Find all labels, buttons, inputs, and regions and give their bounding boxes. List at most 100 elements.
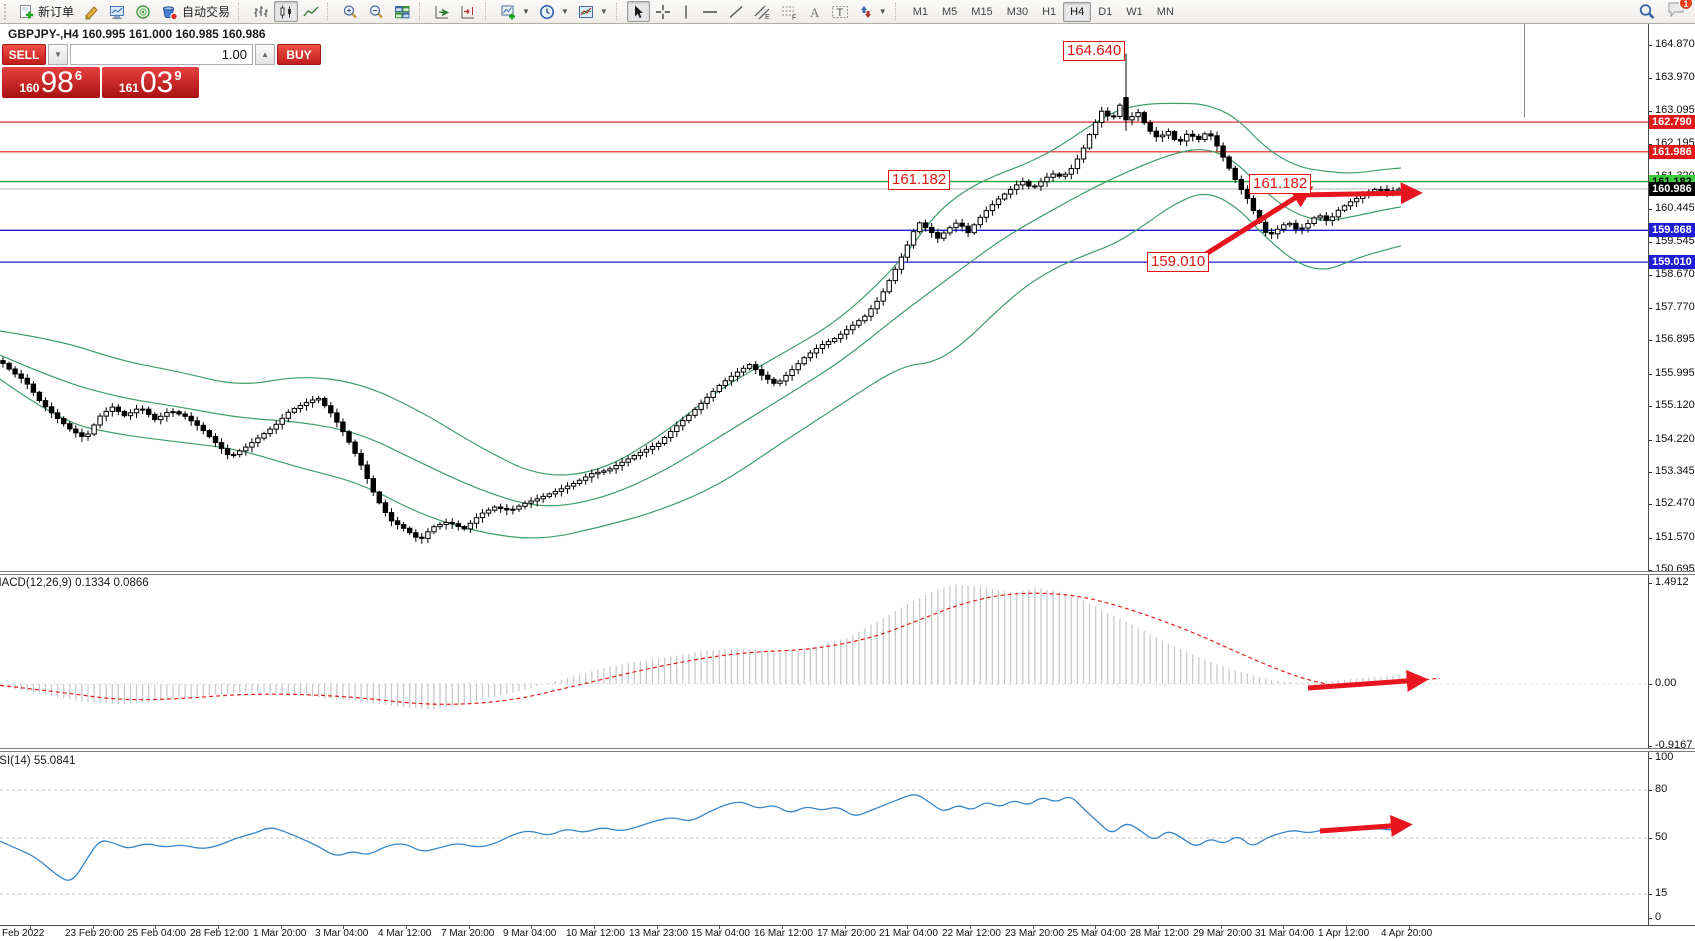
price-tick-dash bbox=[1648, 570, 1652, 571]
chisel-tool-button[interactable] bbox=[79, 1, 104, 22]
notifications-button[interactable]: 1 bbox=[1666, 0, 1693, 23]
cursor-button[interactable] bbox=[626, 1, 650, 22]
buy-price-display[interactable]: 161 03 9 bbox=[101, 67, 199, 98]
timeframe-m15[interactable]: M15 bbox=[964, 2, 999, 22]
vertical-line-button[interactable] bbox=[676, 1, 696, 22]
time-axis-tick bbox=[406, 925, 407, 929]
tile-windows-button[interactable] bbox=[390, 1, 415, 22]
time-axis-tick bbox=[1095, 925, 1096, 929]
pane-separator[interactable] bbox=[0, 571, 1695, 575]
price-badge: 162.790 bbox=[1649, 115, 1695, 129]
period-clock-button[interactable]: ▼ bbox=[535, 1, 573, 22]
timeframe-m5[interactable]: M5 bbox=[935, 2, 964, 22]
time-axis-label: 1 Apr 12:00 bbox=[1318, 928, 1370, 939]
new-order-button[interactable]: 新订单 bbox=[14, 1, 78, 22]
market-watch-button[interactable] bbox=[105, 1, 130, 22]
price-tick-dash bbox=[1648, 209, 1652, 210]
time-axis-tick bbox=[30, 925, 31, 929]
toolbar-separator bbox=[485, 2, 492, 21]
fibonacci-icon: F bbox=[781, 6, 796, 20]
price-callout-label[interactable]: 161.182 bbox=[1249, 174, 1312, 194]
time-axis-label: 23 Feb 20:00 bbox=[65, 928, 124, 939]
rsi-indicator-label: RSI(14) 55.0841 bbox=[0, 755, 76, 767]
timeframe-w1[interactable]: W1 bbox=[1119, 2, 1150, 22]
autotrade-icon bbox=[162, 5, 178, 20]
macd-pane[interactable] bbox=[0, 576, 1649, 748]
bar-chart-button[interactable] bbox=[249, 1, 273, 22]
timeframe-h1[interactable]: H1 bbox=[1035, 2, 1063, 22]
pane-separator[interactable] bbox=[0, 748, 1695, 752]
price-tick-dash bbox=[1648, 340, 1652, 341]
zoom-out-button[interactable] bbox=[364, 1, 389, 22]
radar-icon bbox=[136, 4, 150, 19]
sell-button[interactable]: SELL bbox=[2, 44, 46, 65]
vertical-line-icon bbox=[685, 5, 687, 18]
auto-scroll-button[interactable] bbox=[430, 1, 455, 22]
sell-price-display[interactable]: 160 98 6 bbox=[2, 67, 100, 98]
signals-button[interactable] bbox=[131, 1, 156, 22]
buy-price-pip: 9 bbox=[174, 68, 182, 83]
zoom-in-button[interactable] bbox=[338, 1, 363, 22]
price-tick-label: 155.995 bbox=[1655, 367, 1695, 379]
time-axis-label: 13 Mar 23:00 bbox=[629, 928, 688, 939]
candlestick-chart-button[interactable] bbox=[274, 1, 299, 22]
timeframe-d1[interactable]: D1 bbox=[1091, 2, 1119, 22]
time-axis-label: 1 Mar 20:00 bbox=[253, 928, 307, 939]
autotrade-button[interactable]: 自动交易 bbox=[157, 1, 234, 22]
notification-badge: 1 bbox=[1679, 0, 1693, 10]
rsi-pane[interactable] bbox=[0, 753, 1649, 924]
price-callout-label[interactable]: 159.010 bbox=[1147, 252, 1210, 272]
red-trend-arrow[interactable] bbox=[1307, 669, 1429, 692]
macd-indicator-label: MACD(12,26,9) 0.1334 0.0866 bbox=[0, 577, 149, 589]
fibonacci-button[interactable]: F bbox=[776, 1, 802, 22]
timeframe-h4[interactable]: H4 bbox=[1063, 1, 1092, 22]
horizontal-line-button[interactable] bbox=[697, 1, 723, 22]
time-axis-label: 21 Mar 04:00 bbox=[879, 928, 938, 939]
volume-decrease-button[interactable]: ▼ bbox=[48, 44, 68, 65]
timeframe-m1[interactable]: M1 bbox=[906, 2, 935, 22]
time-axis-label: 28 Mar 12:00 bbox=[1130, 928, 1189, 939]
arrow-objects-button[interactable]: ▼ bbox=[854, 1, 891, 22]
toolbar: 新订单 自动交易 bbox=[0, 0, 1695, 24]
time-axis-label: 17 Mar 20:00 bbox=[817, 928, 876, 939]
main-chart-pane[interactable] bbox=[0, 24, 1649, 571]
toolbar-separator bbox=[615, 2, 623, 21]
template-button[interactable]: ▼ bbox=[574, 1, 612, 22]
time-axis-tick bbox=[1283, 925, 1284, 929]
sell-price-big: 98 bbox=[40, 66, 74, 99]
time-axis-tick bbox=[719, 925, 720, 929]
red-trend-arrow[interactable] bbox=[1188, 186, 1314, 267]
red-trend-arrow[interactable] bbox=[1319, 814, 1413, 837]
chart-shift-button[interactable] bbox=[456, 1, 481, 22]
line-chart-button[interactable] bbox=[299, 1, 323, 22]
price-callout-label[interactable]: 164.640 bbox=[1063, 41, 1126, 61]
toolbar-grip[interactable] bbox=[4, 3, 9, 20]
time-axis-tick bbox=[1033, 925, 1034, 929]
buy-button[interactable]: BUY bbox=[277, 44, 321, 65]
time-axis-tick bbox=[531, 925, 532, 929]
volume-input[interactable] bbox=[70, 44, 253, 65]
volume-increase-button[interactable]: ▲ bbox=[255, 44, 275, 65]
crosshair-button[interactable] bbox=[651, 1, 675, 22]
time-axis-tick bbox=[970, 925, 971, 929]
price-tick-dash bbox=[1648, 111, 1652, 112]
timeframe-m30[interactable]: M30 bbox=[1000, 2, 1035, 22]
time-axis-label: 29 Mar 20:00 bbox=[1193, 928, 1252, 939]
bollinger-lower bbox=[0, 193, 1402, 539]
search-button[interactable] bbox=[1634, 1, 1660, 22]
time-axis-separator bbox=[0, 925, 1695, 926]
new-chart-button[interactable]: ▼ bbox=[496, 1, 534, 22]
rsi-tick-dash bbox=[1648, 758, 1652, 759]
new-order-icon bbox=[20, 4, 33, 18]
text-label-button[interactable]: T bbox=[827, 1, 853, 22]
new-chart-icon bbox=[501, 5, 516, 19]
time-axis-tick bbox=[907, 925, 908, 929]
rsi-axis-label: 100 bbox=[1655, 751, 1674, 763]
price-callout-label[interactable]: 161.182 bbox=[888, 170, 951, 190]
equidistant-channel-button[interactable]: E bbox=[749, 1, 775, 22]
timeframe-mn[interactable]: MN bbox=[1150, 2, 1181, 22]
trendline-button[interactable] bbox=[724, 1, 748, 22]
sell-price-prefix: 160 bbox=[19, 81, 40, 95]
text-button[interactable]: A bbox=[803, 1, 826, 22]
red-trend-arrow[interactable] bbox=[1297, 182, 1423, 205]
